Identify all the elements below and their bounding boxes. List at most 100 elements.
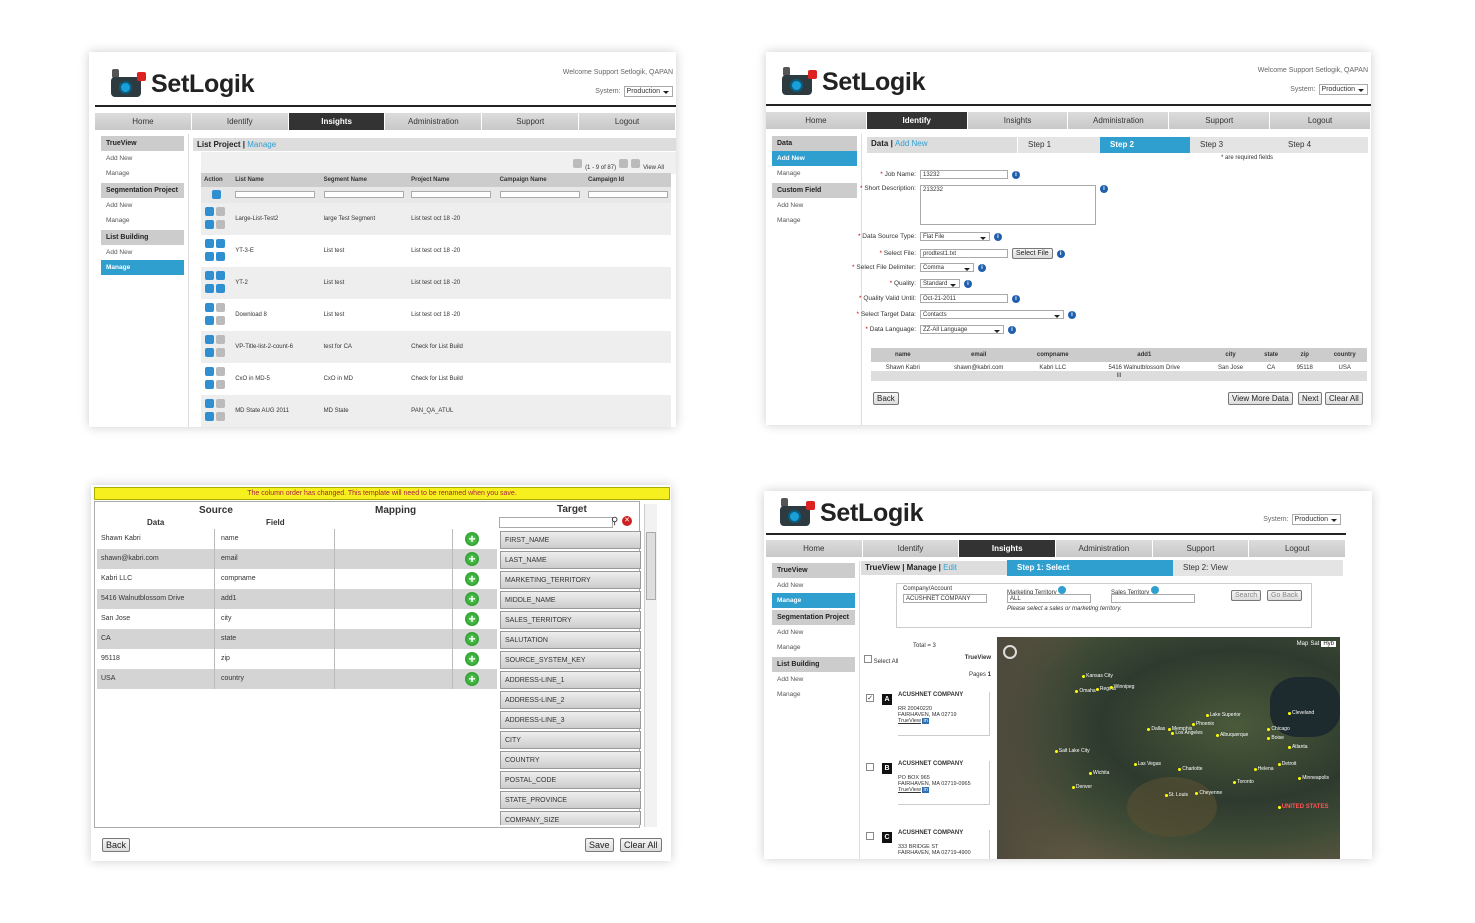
target-field[interactable]: POSTAL_CODE — [500, 771, 641, 789]
sidebar-item-add-new[interactable]: Add New — [777, 629, 804, 636]
sidebar-item-add-new[interactable]: Add New — [106, 155, 133, 162]
filter-input[interactable] — [411, 190, 492, 198]
target-field[interactable]: ADDRESS-LINE_2 — [500, 691, 641, 709]
info-icon[interactable]: i — [978, 263, 986, 272]
sidebar-heading-trueview[interactable]: TrueView — [772, 563, 855, 578]
sales-territory-input[interactable] — [1111, 594, 1195, 603]
nav-administration[interactable]: Administration — [385, 113, 483, 130]
delete-icon[interactable] — [205, 348, 214, 357]
nav-logout[interactable]: Logout — [579, 113, 676, 130]
system-select[interactable]: Production — [1291, 514, 1341, 525]
delete-icon[interactable] — [205, 284, 214, 293]
download-icon[interactable] — [216, 412, 225, 421]
clear-all-button[interactable]: Clear All — [620, 838, 662, 852]
col-segment-name[interactable]: Segment Name — [320, 173, 409, 187]
filter-input[interactable] — [499, 190, 580, 198]
nav-identify[interactable]: Identify — [863, 540, 960, 557]
edit-icon[interactable] — [205, 367, 214, 376]
trueview-link[interactable]: TrueView — [898, 787, 921, 793]
sidebar-heading-segmentation[interactable]: Segmentation Project — [772, 610, 855, 625]
trueview-link[interactable]: TrueView — [898, 718, 921, 724]
target-field[interactable]: SALUTATION — [500, 631, 641, 649]
info-icon[interactable]: i — [1012, 170, 1020, 179]
mapping-drop-zone[interactable] — [335, 569, 453, 589]
mapping-drop-zone[interactable] — [335, 609, 453, 629]
col-campaign-id[interactable]: Campaign Id — [585, 173, 671, 187]
target-field[interactable]: ADDRESS-LINE_1 — [500, 671, 641, 689]
sidebar-item-add-new[interactable]: Add New — [106, 249, 133, 256]
info-icon[interactable]: i — [994, 232, 1002, 241]
settings-icon[interactable] — [216, 335, 225, 344]
edit-icon[interactable] — [205, 399, 214, 408]
target-search-input[interactable] — [499, 517, 613, 528]
add-mapping-icon[interactable]: + — [465, 592, 479, 606]
nav-support[interactable]: Support — [482, 113, 580, 130]
map-pan-control-icon[interactable] — [1003, 645, 1017, 659]
target-field[interactable]: MARKETING_TERRITORY — [500, 571, 641, 589]
filter-input[interactable] — [235, 190, 316, 198]
col-campaign-name[interactable]: Campaign Name — [496, 173, 585, 187]
target-field[interactable]: ADDRESS-LINE_3 — [500, 711, 641, 729]
linkedin-icon[interactable]: in — [922, 787, 929, 793]
view-all-link[interactable]: View All — [643, 165, 664, 171]
edit-icon[interactable] — [205, 335, 214, 344]
next-button[interactable]: Next — [1298, 392, 1323, 405]
marketing-territory-input[interactable]: ALL — [1007, 594, 1091, 603]
info-icon[interactable] — [1150, 586, 1159, 594]
sidebar-item-manage[interactable]: Manage — [777, 644, 801, 651]
mapping-drop-zone[interactable] — [335, 549, 453, 569]
vertical-scrollbar[interactable] — [644, 504, 657, 827]
go-back-button[interactable]: Go Back — [1267, 590, 1302, 601]
first-page-icon[interactable] — [573, 159, 583, 168]
settings-icon[interactable] — [216, 271, 225, 280]
add-mapping-icon[interactable]: + — [465, 572, 479, 586]
sidebar-heading-list-building[interactable]: List Building — [101, 230, 184, 245]
field-input[interactable]: Flat File — [920, 232, 990, 241]
field-input[interactable]: 213232 — [920, 185, 1096, 225]
table-row[interactable]: Large-List-Test2 large Test Segment List t… — [201, 203, 671, 235]
result-item[interactable]: ✓ A ACUSHNET COMPANY RR 20040220 FAIRHAVEN, … — [864, 688, 992, 738]
sidebar-item-manage[interactable]: Manage — [777, 217, 801, 224]
target-field[interactable]: SALES_TERRITORY — [500, 611, 641, 629]
target-field[interactable]: LAST_NAME — [500, 551, 641, 569]
sidebar-item-add-new[interactable]: Add New — [777, 202, 804, 209]
nav-logout[interactable]: Logout — [1249, 540, 1347, 557]
result-checkbox[interactable]: ✓ — [866, 694, 874, 702]
edit-link[interactable]: Edit — [943, 563, 957, 572]
delete-icon[interactable] — [205, 412, 214, 421]
nav-support[interactable]: Support — [1153, 540, 1250, 557]
edit-icon[interactable] — [205, 207, 214, 216]
download-icon[interactable] — [216, 252, 225, 261]
info-icon[interactable] — [1058, 586, 1067, 594]
target-field[interactable]: MIDDLE_NAME — [500, 591, 641, 609]
next-page-icon[interactable] — [618, 159, 628, 168]
settings-icon[interactable] — [216, 239, 225, 248]
nav-identify[interactable]: Identify — [866, 112, 968, 129]
table-row[interactable]: CxO in MD-5 CxO in MD Check for List Build — [201, 363, 671, 395]
col-list-name[interactable]: List Name — [232, 173, 321, 187]
mapping-drop-zone[interactable] — [335, 669, 453, 689]
edit-icon[interactable] — [205, 239, 214, 248]
result-checkbox[interactable] — [866, 763, 874, 771]
settings-icon[interactable] — [216, 367, 225, 376]
hyb-button[interactable]: Hyb — [1321, 641, 1336, 647]
filter-input[interactable] — [588, 190, 668, 198]
select-all-checkbox[interactable] — [864, 655, 872, 663]
nav-insights[interactable]: Insights — [959, 540, 1057, 557]
nav-home[interactable]: Home — [766, 112, 867, 129]
target-field[interactable]: COUNTRY — [500, 751, 641, 769]
nav-administration[interactable]: Administration — [1056, 540, 1153, 557]
settings-icon[interactable] — [216, 303, 225, 312]
add-mapping-icon[interactable]: + — [465, 652, 479, 666]
field-input[interactable]: prodtest1.txt — [920, 249, 1008, 258]
view-more-data-button[interactable]: View More Data — [1228, 392, 1293, 405]
target-field[interactable]: CITY — [500, 731, 641, 749]
nav-administration[interactable]: Administration — [1068, 112, 1170, 129]
table-row[interactable]: YT-3-E List test List test oct 18 -20 — [201, 235, 671, 267]
mapping-drop-zone[interactable] — [335, 649, 453, 669]
sidebar-item-manage[interactable]: Manage — [106, 170, 130, 177]
table-row[interactable]: VP-Title-list-2-count-6 test for CA Check … — [201, 331, 671, 363]
edit-icon[interactable] — [205, 271, 214, 280]
select-file-button[interactable]: Select File — [1012, 248, 1053, 259]
info-icon[interactable]: i — [1012, 294, 1020, 303]
